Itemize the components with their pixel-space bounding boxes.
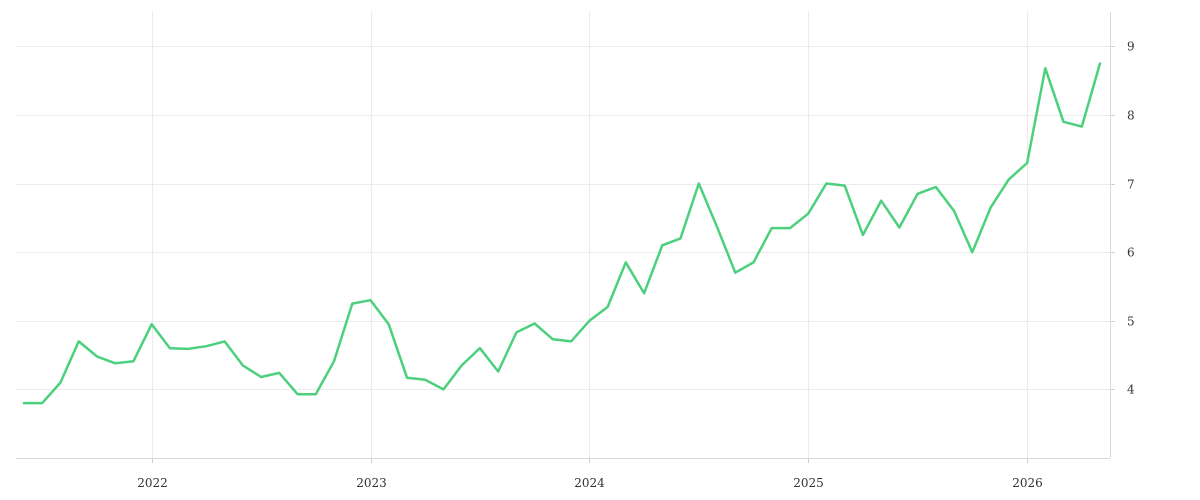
x-tick-label: 2024 — [574, 476, 605, 490]
x-tick-label: 2022 — [137, 476, 168, 490]
x-tick-label: 2025 — [793, 476, 824, 490]
series-line — [22, 62, 1102, 405]
y-tick-label: 6 — [1127, 246, 1135, 260]
series-layer — [22, 62, 1102, 405]
y-tick-label: 7 — [1127, 178, 1135, 192]
axes — [16, 12, 1115, 463]
x-tick-label: 2023 — [356, 476, 387, 490]
y-tick-label: 5 — [1127, 315, 1135, 329]
y-tick-label: 4 — [1127, 383, 1135, 397]
grid — [16, 12, 1110, 458]
y-tick-label: 8 — [1127, 109, 1135, 123]
y-tick-label: 9 — [1127, 40, 1135, 54]
x-tick-label: 2026 — [1012, 476, 1043, 490]
tick-labels: 4 5 6 7 8 9 2022 2023 2024 2025 2026 — [137, 40, 1135, 491]
